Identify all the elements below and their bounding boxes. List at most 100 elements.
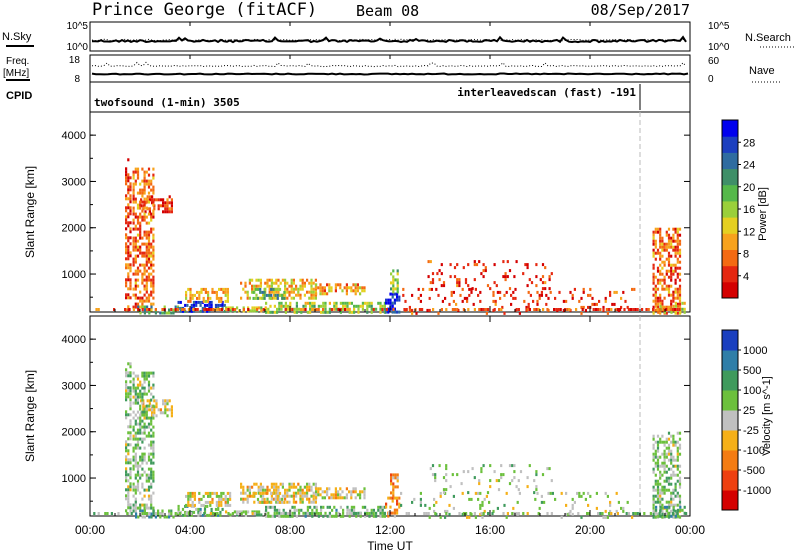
data-cell bbox=[275, 281, 278, 285]
data-cell bbox=[670, 455, 673, 459]
data-cell bbox=[604, 509, 607, 513]
velocity-ylabel: Slant Range [km] bbox=[23, 370, 37, 462]
data-cell bbox=[209, 491, 212, 495]
data-cell bbox=[346, 301, 349, 305]
data-cell bbox=[247, 308, 250, 311]
data-cell bbox=[199, 309, 202, 313]
data-cell bbox=[125, 170, 128, 174]
colorbar-frame bbox=[721, 329, 739, 511]
data-cell bbox=[678, 485, 682, 489]
data-cell bbox=[141, 302, 144, 306]
data-cell bbox=[208, 300, 211, 304]
data-cell bbox=[205, 308, 208, 311]
data-cell bbox=[387, 496, 390, 500]
data-cell bbox=[129, 485, 132, 489]
data-cell bbox=[663, 308, 666, 311]
data-cell bbox=[310, 500, 313, 504]
data-cell bbox=[295, 284, 298, 288]
data-cell bbox=[674, 239, 677, 243]
data-cell bbox=[141, 215, 144, 219]
data-cell bbox=[290, 494, 293, 498]
data-cell bbox=[181, 513, 185, 517]
data-cell bbox=[448, 302, 451, 306]
data-cell bbox=[299, 296, 302, 300]
data-cell bbox=[368, 512, 371, 515]
data-cell bbox=[150, 245, 153, 249]
data-cell bbox=[661, 464, 664, 468]
data-cell bbox=[306, 290, 309, 294]
data-cell bbox=[203, 504, 207, 508]
data-cell bbox=[641, 308, 644, 311]
data-cell bbox=[659, 299, 662, 303]
data-cell bbox=[284, 304, 287, 308]
data-cell bbox=[538, 293, 541, 297]
data-cell bbox=[187, 494, 190, 498]
data-cell bbox=[139, 413, 142, 417]
data-cell bbox=[132, 482, 135, 486]
data-cell bbox=[308, 485, 311, 489]
data-cell bbox=[670, 452, 673, 456]
data-cell bbox=[674, 266, 677, 270]
data-cell bbox=[148, 198, 151, 202]
data-cell bbox=[185, 290, 188, 294]
data-cell bbox=[147, 299, 151, 303]
data-cell bbox=[134, 491, 137, 495]
data-cell bbox=[282, 508, 285, 512]
data-cell bbox=[127, 500, 130, 504]
data-cell bbox=[366, 301, 369, 305]
data-cell bbox=[145, 371, 148, 375]
data-cell bbox=[251, 290, 254, 294]
data-cell bbox=[224, 494, 227, 498]
data-cell bbox=[532, 299, 535, 303]
data-cell bbox=[256, 296, 260, 300]
data-cell bbox=[357, 310, 360, 314]
data-cell bbox=[308, 512, 311, 515]
data-cell bbox=[661, 434, 664, 438]
data-cell bbox=[147, 257, 151, 261]
data-cell bbox=[280, 301, 283, 305]
data-cell bbox=[219, 513, 222, 517]
data-cell bbox=[610, 512, 613, 515]
data-cell bbox=[676, 290, 679, 294]
data-cell bbox=[670, 494, 673, 498]
data-cell bbox=[402, 287, 405, 291]
data-cell bbox=[129, 212, 132, 216]
data-cell bbox=[288, 482, 291, 486]
data-cell bbox=[312, 497, 315, 501]
data-cell bbox=[487, 512, 490, 515]
data-cell bbox=[136, 473, 140, 477]
data-cell bbox=[656, 458, 660, 462]
data-cell bbox=[129, 392, 132, 396]
data-cell bbox=[656, 497, 660, 501]
data-cell bbox=[334, 490, 337, 494]
data-cell bbox=[240, 491, 243, 495]
beam-title: Beam 08 bbox=[356, 2, 419, 20]
data-cell bbox=[663, 443, 666, 447]
data-cell bbox=[370, 310, 373, 314]
data-cell bbox=[292, 482, 295, 486]
data-cell bbox=[466, 515, 469, 519]
data-cell bbox=[667, 239, 671, 243]
data-cell bbox=[502, 473, 505, 477]
data-cell bbox=[659, 230, 662, 234]
data-cell bbox=[404, 299, 407, 303]
data-cell bbox=[317, 304, 320, 308]
data-cell bbox=[505, 290, 508, 294]
data-cell bbox=[147, 242, 151, 246]
data-cell bbox=[352, 487, 355, 491]
data-cell bbox=[104, 512, 107, 515]
data-cell bbox=[677, 508, 680, 512]
data-cell bbox=[262, 485, 265, 489]
data-cell bbox=[479, 491, 482, 495]
data-cell bbox=[136, 218, 140, 222]
data-cell bbox=[306, 494, 309, 498]
data-cell bbox=[268, 296, 271, 300]
data-cell bbox=[670, 236, 673, 240]
data-cell bbox=[456, 263, 459, 267]
data-cell bbox=[678, 479, 682, 483]
data-cell bbox=[143, 299, 146, 303]
data-cell bbox=[129, 254, 132, 258]
data-cell bbox=[511, 464, 514, 468]
data-cell bbox=[654, 299, 657, 303]
data-cell bbox=[134, 284, 137, 288]
